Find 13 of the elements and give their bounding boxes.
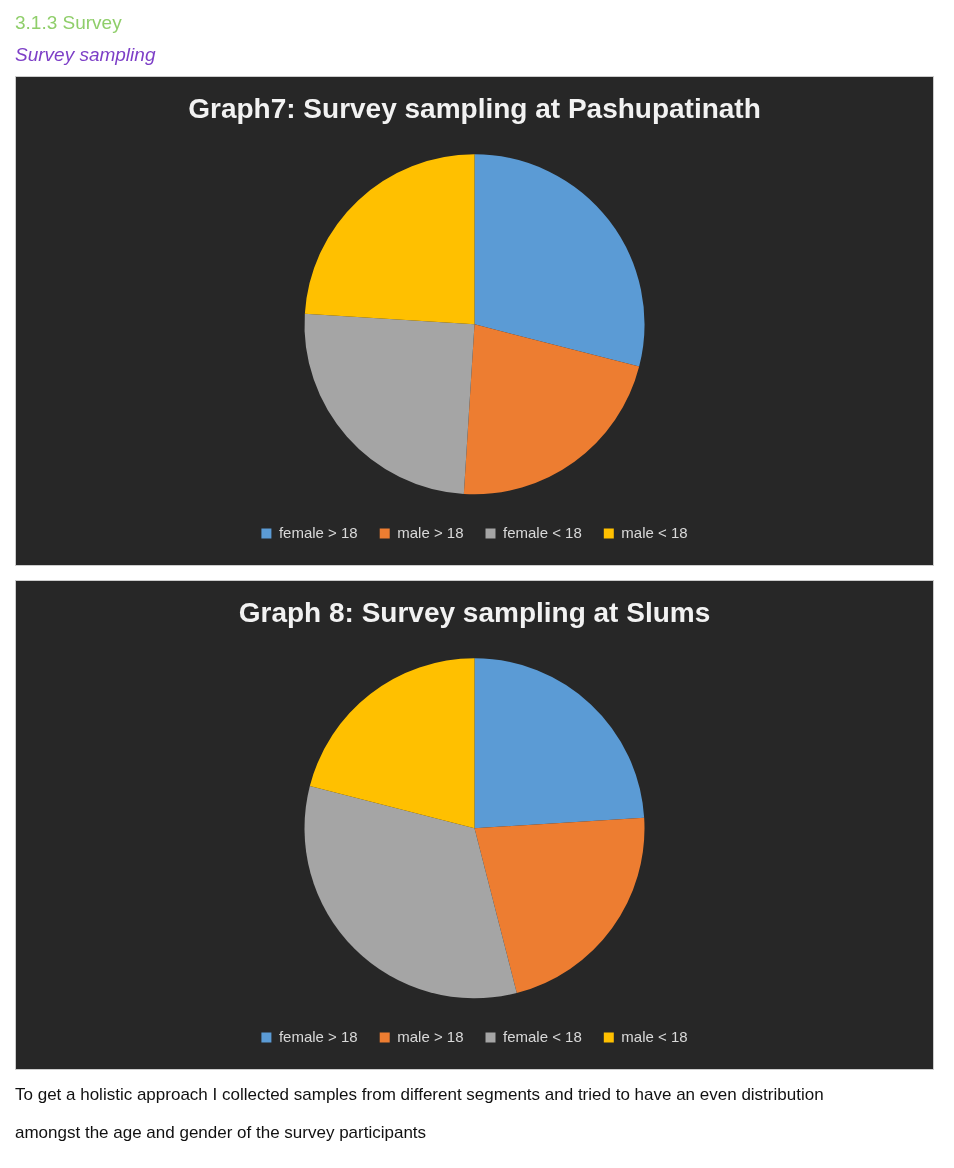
legend-label: female > 18 [278, 523, 358, 541]
text: To get a holistic approach I collected samples from different segments and tried to have an even distribution amongst the age and gender of the survey participants [15, 1084, 825, 1144]
legend-label: male < 18 [621, 523, 688, 541]
legend-label: male > 18 [397, 1027, 464, 1045]
legend-label: male > 18 [397, 523, 464, 541]
legend-label: male < 18 [621, 1027, 688, 1045]
chart-title: Graph7: Survey sampling at Pashupatinath [188, 92, 761, 124]
text: 3.1.3 Survey [15, 12, 123, 34]
legend-label: female < 18 [503, 523, 582, 541]
text: Survey sampling [15, 44, 157, 66]
legend-label: female > 18 [278, 1027, 358, 1045]
legend-label: female < 18 [503, 1027, 582, 1045]
chart-title: Graph 8: Survey sampling at Slums [238, 596, 711, 628]
